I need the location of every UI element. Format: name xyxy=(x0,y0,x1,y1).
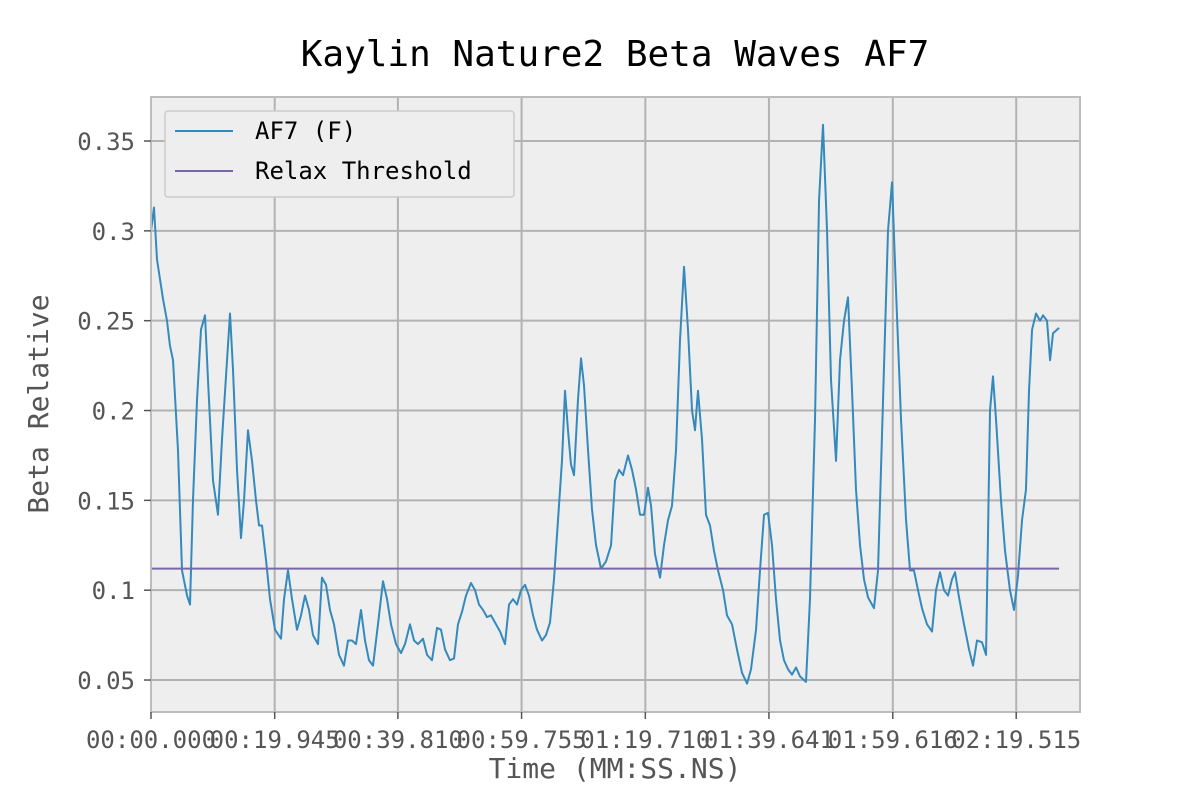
x-tick-label: 00:39.810 xyxy=(333,726,463,754)
chart-title: Kaylin Nature2 Beta Waves AF7 xyxy=(301,34,930,75)
y-tick-label: 0.35 xyxy=(77,128,135,156)
y-tick-label: 0.05 xyxy=(77,667,135,695)
x-tick-label: 00:00.000 xyxy=(86,726,216,754)
legend-label: AF7 (F) xyxy=(255,117,356,145)
x-axis-label: Time (MM:SS.NS) xyxy=(489,752,742,785)
x-tick-label: 01:19.710 xyxy=(580,726,710,754)
y-tick-label: 0.3 xyxy=(92,218,135,246)
x-tick-label: 00:19.945 xyxy=(210,726,340,754)
plot-area xyxy=(151,97,1080,712)
legend: AF7 (F) Relax Threshold xyxy=(164,110,515,198)
x-tick-label: 02:19.515 xyxy=(951,726,1081,754)
lines xyxy=(150,123,1060,685)
x-tick-label: 00:59.755 xyxy=(457,726,587,754)
legend-box xyxy=(164,110,515,198)
plot-frame xyxy=(150,96,1081,713)
y-tick-label: 0.2 xyxy=(92,398,135,426)
y-tick-label: 0.1 xyxy=(92,577,135,605)
y-tick-label: 0.15 xyxy=(77,487,135,515)
y-axis-label: Beta Relative xyxy=(22,294,55,513)
x-tick-label: 01:39.641 xyxy=(704,726,834,754)
x-tick-label: 01:59.616 xyxy=(828,726,958,754)
legend-label: Relax Threshold xyxy=(255,157,472,185)
y-tick-label: 0.25 xyxy=(77,308,135,336)
